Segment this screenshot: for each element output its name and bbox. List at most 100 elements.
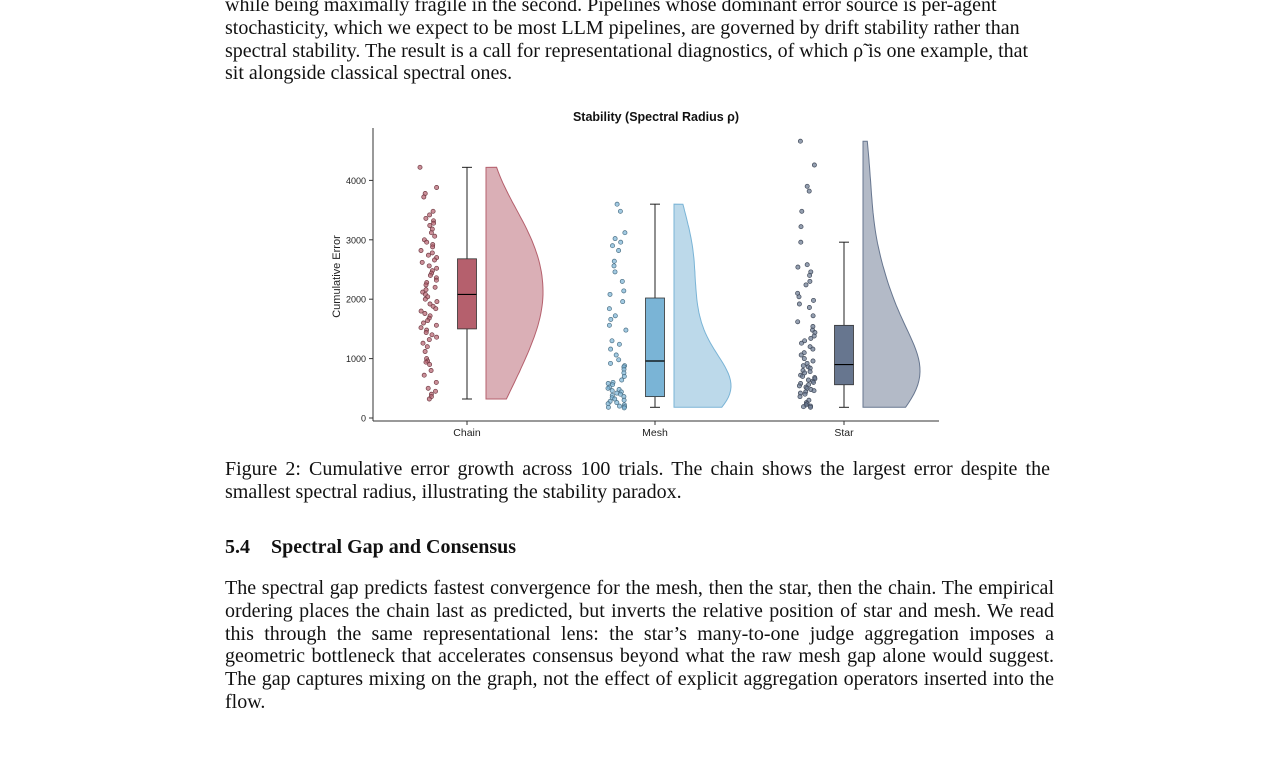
data-point xyxy=(811,388,817,394)
y-tick-label: 4000 xyxy=(346,176,366,186)
y-tick-label: 2000 xyxy=(346,295,366,305)
data-point xyxy=(420,340,426,346)
data-point xyxy=(608,360,613,366)
data-point xyxy=(426,315,432,321)
data-point xyxy=(797,394,803,400)
data-point xyxy=(808,335,814,341)
data-point xyxy=(802,338,808,344)
data-point xyxy=(422,291,428,297)
data-point xyxy=(425,252,431,258)
data-point xyxy=(807,365,813,371)
data-point xyxy=(796,294,802,300)
section-heading: 5.4 Spectral Gap and Consensus xyxy=(225,535,516,559)
data-point xyxy=(810,378,816,384)
data-point xyxy=(804,360,810,366)
data-point xyxy=(607,291,613,297)
data-point xyxy=(433,379,439,385)
data-point xyxy=(422,296,428,302)
box-star xyxy=(834,324,854,386)
data-point xyxy=(801,356,807,362)
data-point xyxy=(621,405,627,411)
data-point xyxy=(423,215,429,221)
data-point xyxy=(425,318,431,324)
data-point xyxy=(428,230,434,236)
y-tick-label: 3000 xyxy=(346,235,366,245)
data-point xyxy=(810,324,816,329)
data-point xyxy=(427,362,433,367)
data-point xyxy=(424,280,430,286)
data-point xyxy=(810,313,816,319)
violin-chain xyxy=(485,166,544,400)
box-mesh xyxy=(645,297,665,398)
data-point xyxy=(618,239,624,245)
data-point xyxy=(605,381,611,386)
data-point xyxy=(610,379,616,385)
data-point xyxy=(612,236,618,242)
data-point xyxy=(800,368,806,373)
data-point xyxy=(428,391,434,397)
data-point xyxy=(424,327,430,333)
data-point xyxy=(612,396,618,402)
data-point xyxy=(803,384,809,390)
data-point xyxy=(605,401,611,407)
data-point xyxy=(621,366,627,372)
x-tick-label: Star xyxy=(834,427,854,439)
data-point xyxy=(806,382,812,388)
data-point xyxy=(617,403,622,409)
data-point xyxy=(618,389,624,395)
data-point xyxy=(812,330,818,335)
data-point xyxy=(799,340,804,346)
data-point xyxy=(609,338,615,344)
data-point xyxy=(621,373,627,379)
body-paragraph: The spectral gap predicts fastest conver… xyxy=(225,577,1054,713)
data-point xyxy=(621,397,627,403)
data-point xyxy=(418,308,424,314)
data-point xyxy=(433,277,439,283)
section-title: Spectral Gap and Consensus xyxy=(271,536,517,558)
data-point xyxy=(421,320,426,326)
data-point xyxy=(610,382,615,388)
data-point xyxy=(424,356,430,362)
data-point xyxy=(810,346,816,352)
data-point xyxy=(417,164,423,170)
data-point xyxy=(429,268,435,274)
data-point xyxy=(798,372,804,378)
data-point xyxy=(434,299,440,305)
data-point xyxy=(425,358,431,364)
top-paragraph-line: stochasticity, which we expect to be mos… xyxy=(225,16,1020,39)
data-point xyxy=(606,322,612,328)
data-point xyxy=(810,327,815,333)
data-point xyxy=(423,330,429,335)
box-chain xyxy=(457,258,477,330)
figure-caption: Figure 2: Cumulative error growth across… xyxy=(225,458,1050,503)
data-point xyxy=(609,392,615,398)
data-point xyxy=(804,183,810,189)
data-point xyxy=(616,341,622,347)
data-point xyxy=(423,282,429,288)
data-point xyxy=(433,275,439,281)
data-point xyxy=(432,233,438,239)
data-point xyxy=(806,188,812,194)
top-paragraph: while being maximally fragile in the sec… xyxy=(225,0,1050,85)
data-point xyxy=(606,306,612,312)
data-point xyxy=(421,372,427,378)
data-point xyxy=(801,404,806,410)
data-point xyxy=(422,191,428,196)
data-point xyxy=(796,383,802,389)
data-point xyxy=(799,208,805,214)
data-point xyxy=(606,384,612,390)
data-point xyxy=(614,201,620,207)
data-point xyxy=(431,218,436,224)
data-point xyxy=(614,400,620,406)
data-point xyxy=(429,332,435,338)
data-point xyxy=(605,385,611,391)
data-point xyxy=(434,334,440,340)
data-point xyxy=(621,370,627,376)
data-point xyxy=(608,316,614,322)
data-point xyxy=(806,397,812,403)
data-point xyxy=(800,373,806,379)
data-point xyxy=(616,248,622,253)
data-point xyxy=(798,352,804,358)
data-point xyxy=(429,226,435,232)
x-tick-label: Chain xyxy=(453,427,481,439)
